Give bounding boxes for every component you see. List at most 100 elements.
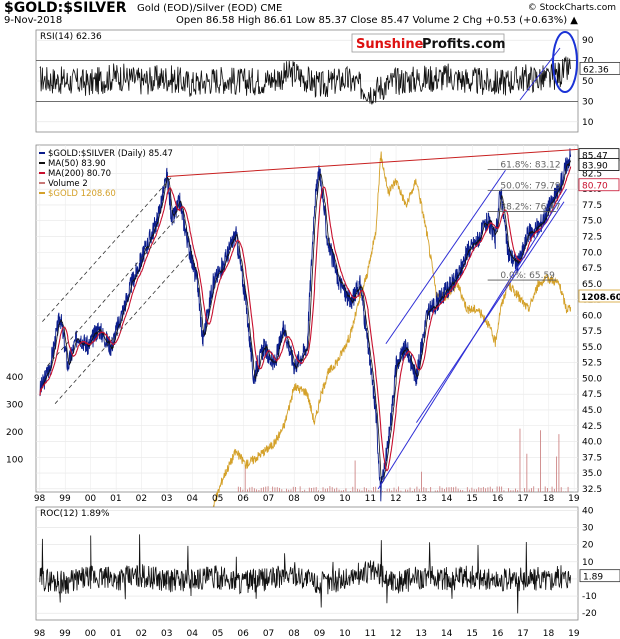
price-legend-entry: MA(200) 80.70 [48,169,111,179]
price-tick-label: 57.5 [582,327,602,337]
upper-channel-line [42,176,173,322]
gold-last-value: 1208.60 [581,293,620,303]
price-tick-label: 82.5 [582,169,602,179]
price-tick-label: 52.5 [582,359,602,369]
roc-legend: ROC(12) 1.89% [40,509,110,519]
x-axis-label: 09 [314,494,326,504]
x-axis-label: 98 [34,494,46,504]
rsi-tick-label: 30 [582,97,594,107]
x-axis-label-bottom: 10 [339,629,351,639]
x-axis-label-bottom: 04 [186,629,198,639]
x-axis-label-bottom: 18 [543,629,555,639]
x-axis-label: 07 [263,494,274,504]
price-tick-label: 67.5 [582,264,602,274]
gold-last-value-box [578,289,620,303]
rsi-tick-label: 90 [582,36,594,46]
x-axis-label: 14 [441,494,453,504]
price-last-value: 85.47 [582,152,608,162]
price-tick-label: 32.5 [582,485,602,495]
price-legend-entry: $GOLD 1208.60 [48,189,116,199]
chart-credit: © StockCharts.com [527,3,616,13]
x-axis-label: 10 [339,494,351,504]
volume-tick-label: 200 [6,428,23,438]
roc-tick-label: 20 [582,541,594,551]
ma200-last-value-box [578,178,620,192]
ma50-last-value-box [578,158,620,171]
x-axis-label: 15 [466,494,477,504]
x-axis-label: 18 [543,494,555,504]
x-axis-label-bottom: 17 [517,629,528,639]
price-tick-label: 55.0 [582,343,602,353]
price-tick-label: 50.0 [582,374,602,384]
x-axis-label: 00 [85,494,97,504]
x-axis-label-bottom: 01 [110,629,121,639]
rsi-trendline [519,47,561,101]
fibonacci-level-label: 50.0%: 79.79 [500,181,561,191]
watermark-sunshine: Sunshine [356,37,424,52]
upper-trend-channel [385,169,506,345]
rsi-last-value: 62.36 [583,65,609,75]
x-axis-label: 01 [110,494,121,504]
x-axis-label: 12 [390,494,401,504]
x-axis-label: 04 [186,494,198,504]
volume-tick-label: 100 [6,456,23,466]
x-axis-label-bottom: 09 [314,629,326,639]
price-legend-entry: MA(50) 83.90 [48,159,106,169]
chart-ohlc-summary: Open 86.58 High 86.61 Low 85.37 Close 85… [176,15,578,26]
ma200-line [39,166,572,472]
x-axis-label-bottom: 05 [212,629,223,639]
x-axis-label-bottom: 07 [263,629,274,639]
ma50-line [39,160,571,484]
x-axis-label-bottom: 13 [416,629,427,639]
x-axis-label: 05 [212,494,223,504]
x-axis-label: 19 [568,494,580,504]
rsi-legend: RSI(14) 62.36 [40,32,102,42]
ma200-last-value: 80.70 [582,182,608,192]
x-axis-label-bottom: 11 [365,629,376,639]
roc-tick-label: -20 [582,609,597,619]
rsi-tick-label: 10 [582,118,594,128]
ma50-last-value: 83.90 [582,162,608,172]
x-axis-label: 03 [161,494,172,504]
x-axis-label-bottom: 19 [568,629,580,639]
price-tick-label: 75.0 [582,217,602,227]
price-tick-label: 72.5 [582,232,602,242]
x-axis-label: 16 [492,494,504,504]
chart-date: 9-Nov-2018 [4,15,63,26]
x-axis-label: 06 [237,494,249,504]
roc-tick-label: -10 [582,592,597,602]
price-tick-label: 60.0 [582,311,602,321]
price-tick-label: 40.0 [582,438,602,448]
fibonacci-level-label: 38.2%: 76.47 [500,202,560,212]
roc-tick-label: 30 [582,524,594,534]
mid-channel-line [47,214,181,367]
roc-last-value: 1.89 [583,573,603,583]
x-axis-label-bottom: 15 [466,629,477,639]
volume-tick-label: 300 [6,401,23,411]
roc-tick-label: 10 [582,558,594,568]
x-axis-label-bottom: 14 [441,629,453,639]
roc-last-value-box [579,569,620,583]
x-axis-label-bottom: 98 [34,629,46,639]
x-axis-label-bottom: 16 [492,629,504,639]
roc-panel-frame [35,506,579,621]
price-panel-frame [35,144,579,493]
price-tick-label: 47.5 [582,390,602,400]
rsi-last-value-box [579,61,620,75]
price-tick-label: 42.5 [582,422,602,432]
watermark-box [351,33,505,53]
price-legend-entry: Volume 2 [48,179,88,189]
rsi-tick-label: 50 [582,77,594,87]
volume-tick-label: 400 [6,373,23,383]
x-axis-label: 02 [136,494,147,504]
lower-trend-channel [416,201,565,423]
x-axis-label: 13 [416,494,427,504]
lower-channel-line [54,251,191,404]
price-tick-label: 45.0 [582,406,602,416]
price-tick-label: 35.0 [582,469,602,479]
rsi-highlight-ellipse [552,31,578,93]
long-term-resistance-line [167,148,579,178]
x-axis-label: 17 [517,494,528,504]
x-axis-label-bottom: 08 [288,629,300,639]
